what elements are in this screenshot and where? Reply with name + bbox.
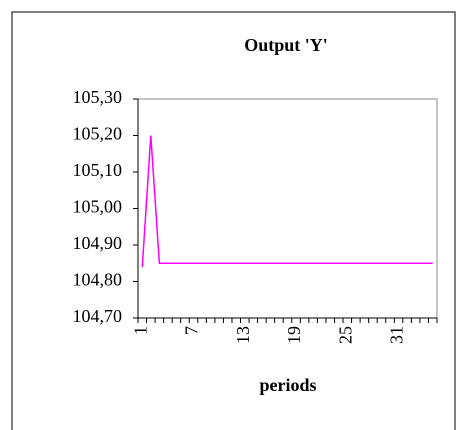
x-tick-label: 7 — [182, 326, 202, 335]
x-tick-label: 13 — [233, 326, 253, 344]
y-tick-label: 105,10 — [73, 160, 123, 180]
y-tick-label: 105,00 — [73, 197, 123, 217]
chart-title: Output 'Y' — [244, 35, 328, 55]
y-tick-label: 105,20 — [73, 124, 123, 144]
x-tick-label: 31 — [387, 326, 407, 344]
y-tick-label: 104,70 — [73, 306, 123, 326]
x-tick-label: 25 — [335, 326, 355, 344]
y-tick-label: 104,80 — [73, 270, 123, 290]
x-axis-label: periods — [259, 375, 316, 395]
y-tick-label: 104,90 — [73, 233, 123, 253]
line-series — [141, 135, 433, 267]
x-tick-label: 1 — [130, 326, 150, 335]
chart-frame — [11, 11, 456, 430]
plot-area — [137, 98, 438, 319]
x-tick-label: 19 — [284, 326, 304, 344]
y-tick-label: 105,30 — [73, 87, 123, 107]
